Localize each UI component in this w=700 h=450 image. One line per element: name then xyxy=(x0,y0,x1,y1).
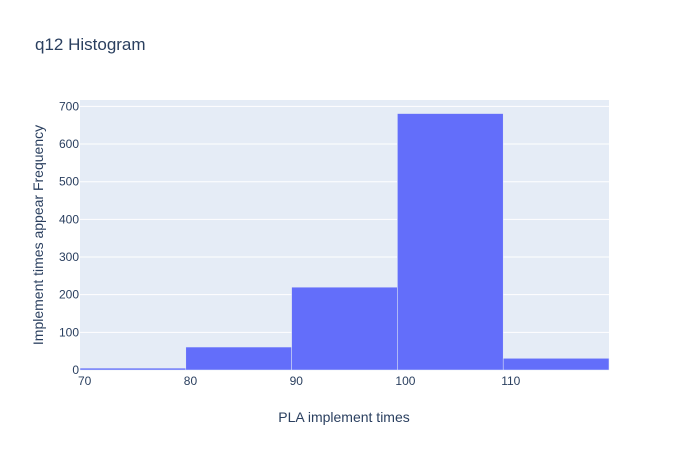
bars xyxy=(79,113,610,371)
y-axis-ticks: 0 100 200 300 400 500 600 700 xyxy=(59,99,79,377)
y-tick-label: 500 xyxy=(59,175,79,189)
y-tick-label: 300 xyxy=(59,250,79,264)
histogram-bar xyxy=(397,113,504,371)
x-tick-label: 90 xyxy=(290,374,304,388)
x-tick-label: 80 xyxy=(184,374,198,388)
y-tick-label: 400 xyxy=(59,212,79,226)
y-axis-title: Implement times appear Frequency xyxy=(30,125,46,345)
histogram-bar xyxy=(79,367,187,371)
histogram-bar xyxy=(502,358,610,371)
histogram-bar xyxy=(185,346,292,371)
x-axis-title: PLA implement times xyxy=(278,409,410,425)
y-tick-label: 100 xyxy=(59,325,79,339)
y-tick-label: 200 xyxy=(59,288,79,302)
chart-title: q12 Histogram xyxy=(35,35,146,54)
y-tick-label: 700 xyxy=(59,99,79,113)
x-axis-ticks: 70 80 90 100 110 xyxy=(78,374,521,388)
y-tick-label: 600 xyxy=(59,137,79,151)
x-tick-label: 70 xyxy=(78,374,92,388)
x-tick-label: 110 xyxy=(501,374,520,388)
y-tick-label: 0 xyxy=(72,363,79,377)
histogram-bar xyxy=(291,286,398,371)
x-tick-label: 100 xyxy=(395,374,415,388)
